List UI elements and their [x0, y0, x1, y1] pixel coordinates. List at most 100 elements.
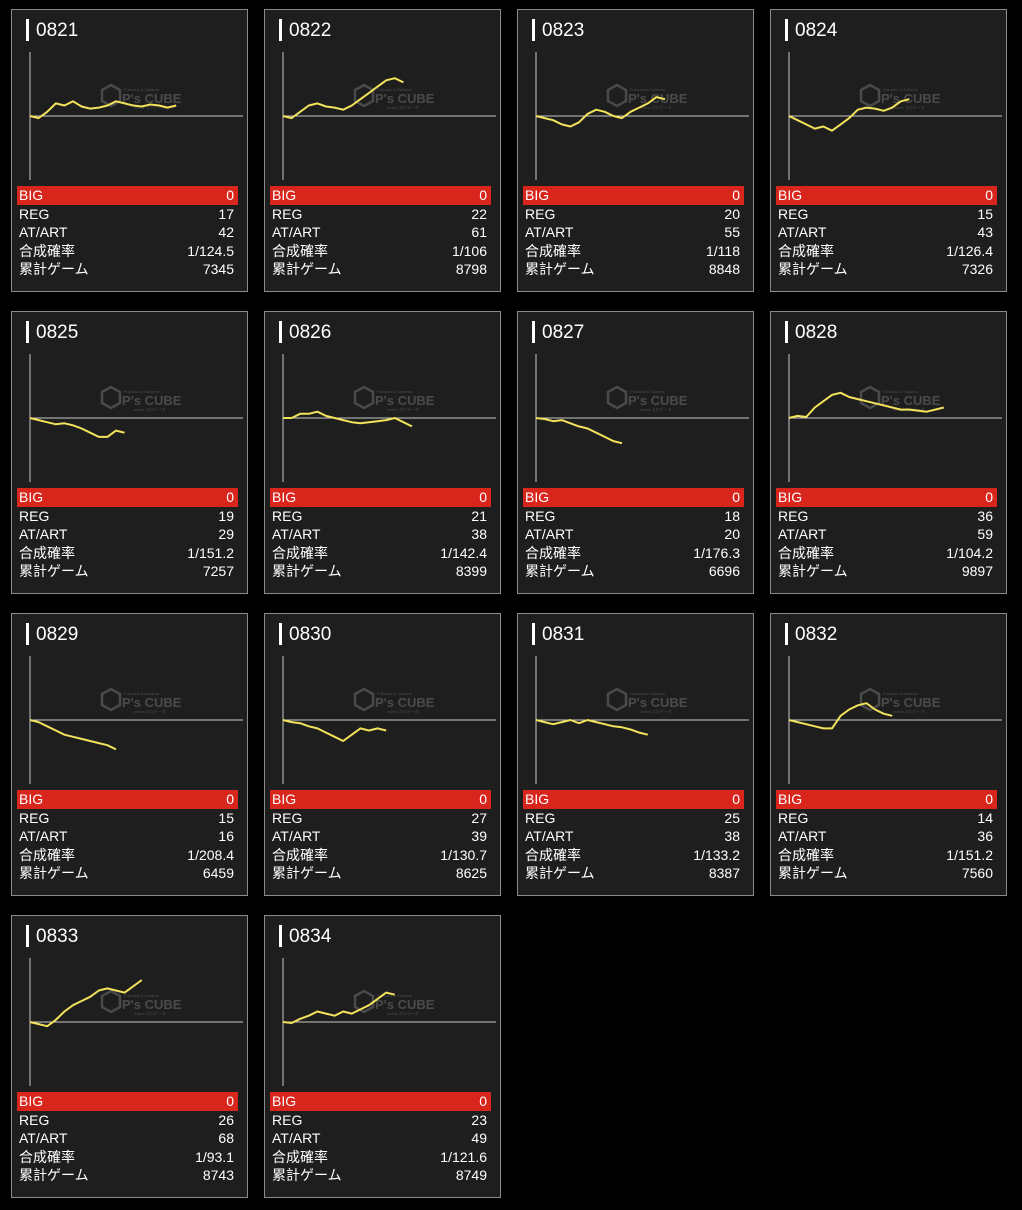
- atart-count-label: AT/ART: [525, 526, 574, 542]
- atart-count-label: AT/ART: [272, 526, 321, 542]
- reg-count-row: REG 36: [776, 507, 997, 526]
- trend-line: [29, 719, 117, 751]
- atart-count-label: AT/ART: [778, 526, 827, 542]
- trend-line: [535, 96, 666, 128]
- machine-card[interactable]: 0821 P's CUBE Fukuoka & Saitama online スロデー…: [11, 9, 248, 292]
- big-count-label: BIG: [19, 791, 44, 807]
- total-games-label: 累計ゲーム: [19, 865, 89, 881]
- reg-count-label: REG: [525, 205, 556, 222]
- machine-number: 0833: [36, 926, 79, 947]
- reg-count-label: REG: [272, 809, 303, 826]
- combined-probability-value: 1/104.2: [946, 544, 993, 561]
- atart-count-value: 61: [471, 224, 487, 240]
- machine-card[interactable]: 0828 P's CUBE Fukuoka & Saitama online スロデー…: [770, 311, 1007, 594]
- machine-card[interactable]: 0833 P's CUBE Fukuoka & Saitama online スロデー…: [11, 915, 248, 1198]
- watermark-text: P's CUBE: [122, 997, 182, 1012]
- machine-card[interactable]: 0831 P's CUBE Fukuoka & Saitama online スロデー…: [517, 613, 754, 896]
- watermark-subtext-top: Fukuoka & Saitama: [630, 691, 666, 696]
- trend-line: [788, 98, 910, 132]
- machine-card[interactable]: 0829 P's CUBE Fukuoka & Saitama online スロデー…: [11, 613, 248, 896]
- reg-count-row: REG 14: [776, 809, 997, 828]
- big-count-value: 0: [226, 489, 234, 505]
- watermark-subtext-bottom: online スロデータ: [387, 708, 419, 714]
- total-games-row: 累計ゲーム 8387: [523, 864, 744, 883]
- reg-count-row: REG 27: [270, 809, 491, 828]
- total-games-label: 累計ゲーム: [778, 865, 848, 881]
- machine-card[interactable]: 0834 P's CUBE Fukuoka & Saitama online スロデー…: [264, 915, 501, 1198]
- machine-card[interactable]: 0823 P's CUBE Fukuoka & Saitama online スロデー…: [517, 9, 754, 292]
- watermark-subtext-top: Fukuoka & Saitama: [630, 389, 666, 394]
- atart-count-value: 55: [724, 224, 740, 240]
- atart-count-value: 49: [471, 1130, 487, 1146]
- machine-number: 0826: [289, 322, 332, 343]
- machine-card[interactable]: 0830 P's CUBE Fukuoka & Saitama online スロデー…: [264, 613, 501, 896]
- atart-count-label: AT/ART: [525, 224, 574, 240]
- combined-probability-row: 合成確率 1/106: [270, 242, 491, 261]
- combined-probability-value: 1/142.4: [440, 544, 487, 561]
- reg-count-label: REG: [19, 507, 50, 524]
- total-games-row: 累計ゲーム 7345: [17, 260, 238, 279]
- cube-icon: [606, 83, 628, 108]
- machine-card[interactable]: 0825 P's CUBE Fukuoka & Saitama online スロデー…: [11, 311, 248, 594]
- total-games-label: 累計ゲーム: [525, 563, 595, 579]
- title-accent-bar: [26, 623, 29, 645]
- atart-count-row: AT/ART 29: [17, 525, 238, 544]
- total-games-label: 累計ゲーム: [19, 261, 89, 277]
- atart-count-row: AT/ART 38: [523, 827, 744, 846]
- stats-table: BIG 0 REG 36 AT/ART 59 合成確率 1/104.2 累計ゲーム 9897: [776, 488, 997, 581]
- combined-probability-label: 合成確率: [272, 242, 328, 259]
- machine-card[interactable]: 0824 P's CUBE Fukuoka & Saitama online スロデー…: [770, 9, 1007, 292]
- total-games-value: 7326: [961, 261, 993, 277]
- total-games-label: 累計ゲーム: [19, 1167, 89, 1183]
- machine-number: 0832: [795, 624, 838, 645]
- big-count-row: BIG 0: [776, 186, 997, 205]
- total-games-row: 累計ゲーム 8625: [270, 864, 491, 883]
- reg-count-value: 21: [471, 507, 487, 524]
- reg-count-row: REG 23: [270, 1111, 491, 1130]
- reg-count-value: 23: [471, 1111, 487, 1128]
- watermark-text: P's CUBE: [881, 91, 941, 106]
- big-count-value: 0: [226, 187, 234, 203]
- stats-table: BIG 0 REG 14 AT/ART 36 合成確率 1/151.2 累計ゲーム 7560: [776, 790, 997, 883]
- total-games-value: 8798: [455, 261, 487, 277]
- reg-count-row: REG 17: [17, 205, 238, 224]
- watermark-subtext-bottom: online スロデータ: [134, 104, 166, 110]
- atart-count-label: AT/ART: [272, 224, 321, 240]
- reg-count-row: REG 18: [523, 507, 744, 526]
- combined-probability-label: 合成確率: [525, 544, 581, 561]
- atart-count-row: AT/ART 61: [270, 223, 491, 242]
- machine-number: 0823: [542, 20, 585, 41]
- combined-probability-row: 合成確率 1/118: [523, 242, 744, 261]
- machine-card[interactable]: 0822 P's CUBE Fukuoka & Saitama online スロデー…: [264, 9, 501, 292]
- big-count-row: BIG 0: [776, 488, 997, 507]
- reg-count-value: 20: [724, 205, 740, 222]
- machine-card[interactable]: 0832 P's CUBE Fukuoka & Saitama online スロデー…: [770, 613, 1007, 896]
- machine-card[interactable]: 0827 P's CUBE Fukuoka & Saitama online スロデー…: [517, 311, 754, 594]
- big-count-row: BIG 0: [776, 790, 997, 809]
- reg-count-label: REG: [272, 205, 303, 222]
- big-count-label: BIG: [272, 791, 297, 807]
- total-games-label: 累計ゲーム: [778, 563, 848, 579]
- combined-probability-row: 合成確率 1/142.4: [270, 544, 491, 563]
- total-games-value: 7257: [202, 563, 234, 579]
- watermark-text: P's CUBE: [375, 695, 435, 710]
- combined-probability-row: 合成確率 1/93.1: [17, 1148, 238, 1167]
- trend-line: [29, 979, 143, 1028]
- stats-table: BIG 0 REG 21 AT/ART 38 合成確率 1/142.4 累計ゲーム 8399: [270, 488, 491, 581]
- total-games-row: 累計ゲーム 7560: [776, 864, 997, 883]
- atart-count-row: AT/ART 36: [776, 827, 997, 846]
- cube-icon: [859, 83, 881, 108]
- machine-card[interactable]: 0826 P's CUBE Fukuoka & Saitama online スロデー…: [264, 311, 501, 594]
- combined-probability-row: 合成確率 1/151.2: [776, 846, 997, 865]
- machine-number: 0829: [36, 624, 79, 645]
- big-count-row: BIG 0: [17, 488, 238, 507]
- total-games-label: 累計ゲーム: [19, 563, 89, 579]
- trend-line: [29, 417, 125, 438]
